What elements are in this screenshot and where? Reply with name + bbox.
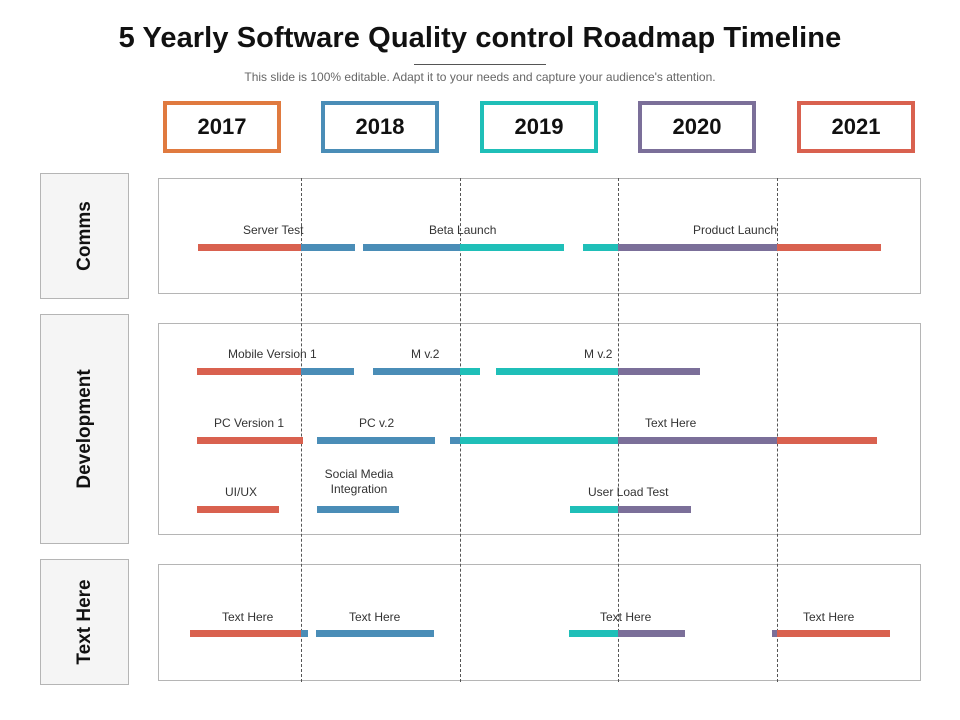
milestone-bar bbox=[197, 437, 303, 444]
milestone-bar bbox=[618, 506, 691, 513]
year-label: 2020 bbox=[672, 114, 722, 139]
milestone-bar bbox=[772, 630, 777, 637]
milestone-bar bbox=[317, 506, 399, 513]
milestone-bar bbox=[570, 506, 618, 513]
milestone-bar bbox=[301, 368, 354, 375]
milestone-label: Beta Launch bbox=[429, 223, 497, 237]
row-header-comms: Comms bbox=[40, 173, 129, 299]
year-divider bbox=[618, 178, 619, 682]
year-box-2020: 2020 bbox=[638, 101, 756, 153]
milestone-label: Server Test bbox=[243, 223, 304, 237]
milestone-bar bbox=[777, 244, 881, 251]
row-label: Development bbox=[73, 369, 95, 489]
row-header-development: Development bbox=[40, 314, 129, 544]
year-label: 2018 bbox=[355, 114, 405, 139]
slide-subtitle: This slide is 100% editable. Adapt it to… bbox=[244, 70, 716, 84]
row-panel-development bbox=[158, 323, 921, 535]
milestone-bar bbox=[450, 437, 460, 444]
milestone-label: M v.2 bbox=[584, 347, 613, 361]
row-panel-comms bbox=[158, 178, 921, 294]
year-label: 2017 bbox=[197, 114, 247, 139]
year-box-2021: 2021 bbox=[797, 101, 915, 153]
milestone-bar bbox=[618, 437, 777, 444]
year-label: 2019 bbox=[514, 114, 564, 139]
milestone-label: Social Media Integration bbox=[324, 467, 394, 496]
milestone-bar bbox=[198, 244, 301, 251]
milestone-bar bbox=[317, 437, 435, 444]
milestone-bar bbox=[777, 437, 877, 444]
year-box-2018: 2018 bbox=[321, 101, 439, 153]
row-panel-text-here bbox=[158, 564, 921, 681]
milestone-label: M v.2 bbox=[411, 347, 440, 361]
milestone-bar bbox=[363, 244, 460, 251]
milestone-bar bbox=[460, 244, 564, 251]
year-divider bbox=[301, 178, 302, 682]
milestone-bar bbox=[618, 244, 777, 251]
milestone-bar bbox=[569, 630, 618, 637]
milestone-bar bbox=[301, 630, 308, 637]
milestone-bar bbox=[460, 368, 480, 375]
milestone-bar bbox=[618, 630, 685, 637]
milestone-bar bbox=[316, 630, 434, 637]
milestone-bar bbox=[301, 244, 355, 251]
milestone-label: Text Here bbox=[600, 610, 652, 624]
row-header-text-here: Text Here bbox=[40, 559, 129, 685]
year-divider bbox=[460, 178, 461, 682]
milestone-label: Text Here bbox=[349, 610, 401, 624]
year-box-2019: 2019 bbox=[480, 101, 598, 153]
year-divider bbox=[777, 178, 778, 682]
row-label: Text Here bbox=[73, 579, 95, 665]
milestone-label: UI/UX bbox=[225, 485, 258, 499]
milestone-bar bbox=[373, 368, 460, 375]
milestone-label: PC Version 1 bbox=[214, 416, 285, 430]
slide-title: 5 Yearly Software Quality control Roadma… bbox=[118, 22, 842, 54]
milestone-bar bbox=[197, 506, 279, 513]
milestone-label: User Load Test bbox=[588, 485, 669, 499]
milestone-label: Text Here bbox=[222, 610, 274, 624]
milestone-bar bbox=[197, 368, 301, 375]
milestone-label: Product Launch bbox=[693, 223, 778, 237]
milestone-bar bbox=[618, 368, 700, 375]
milestone-label: PC v.2 bbox=[359, 416, 395, 430]
milestone-label: Text Here bbox=[803, 610, 855, 624]
milestone-bar bbox=[777, 630, 890, 637]
year-label: 2021 bbox=[831, 114, 881, 139]
milestone-label: Mobile Version 1 bbox=[228, 347, 317, 361]
milestone-bar bbox=[496, 368, 618, 375]
milestone-label: Text Here bbox=[645, 416, 697, 430]
milestone-bar bbox=[460, 437, 618, 444]
milestone-bar bbox=[190, 630, 301, 637]
title-underline bbox=[414, 64, 546, 65]
row-label: Comms bbox=[73, 201, 95, 271]
milestone-bar bbox=[583, 244, 618, 251]
year-box-2017: 2017 bbox=[163, 101, 281, 153]
